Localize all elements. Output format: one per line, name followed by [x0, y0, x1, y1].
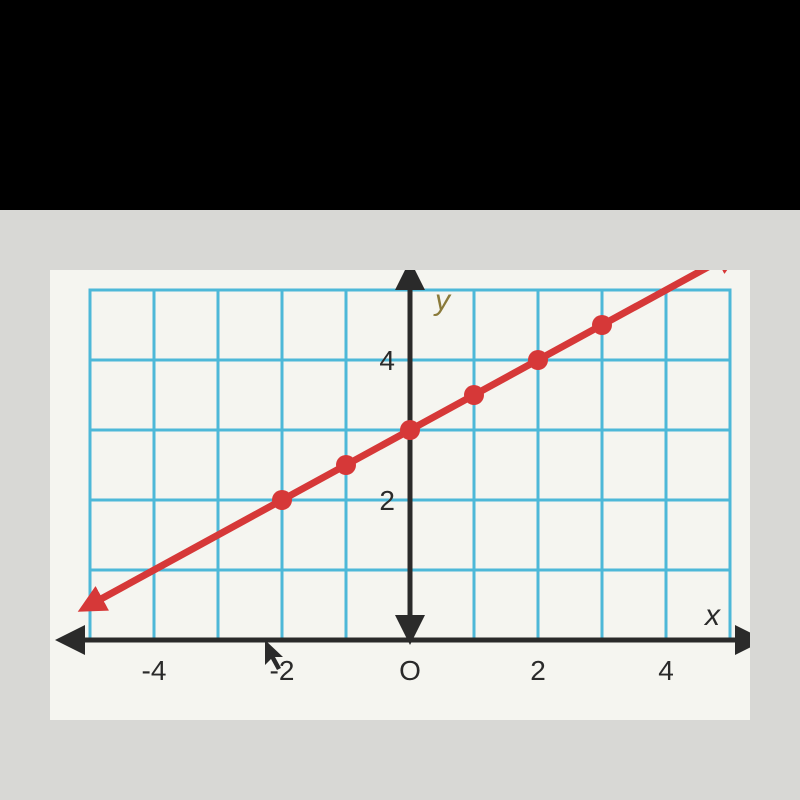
coordinate-graph: -4-2O2424yx — [50, 270, 750, 720]
svg-text:2: 2 — [530, 655, 546, 686]
svg-text:4: 4 — [379, 345, 395, 376]
svg-text:-4: -4 — [142, 655, 167, 686]
content-area: -4-2O2424yx — [0, 210, 800, 800]
svg-text:4: 4 — [658, 655, 674, 686]
black-header — [0, 0, 800, 210]
svg-text:y: y — [433, 284, 452, 317]
svg-text:2: 2 — [379, 485, 395, 516]
svg-text:x: x — [703, 599, 721, 632]
graph-svg: -4-2O2424yx — [50, 270, 750, 720]
svg-text:O: O — [399, 655, 421, 686]
